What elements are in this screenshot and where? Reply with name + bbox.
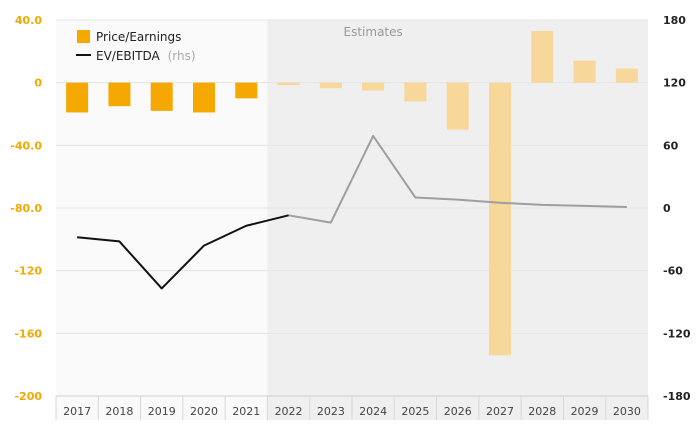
bar-price-earnings xyxy=(108,82,131,107)
x-axis-tick-label: 2030 xyxy=(613,405,641,418)
right-axis-tick-label: -120 xyxy=(663,327,691,340)
x-axis-tick-label: 2021 xyxy=(232,405,260,418)
x-axis-tick-label: 2023 xyxy=(317,405,345,418)
left-axis-tick-label: 0 xyxy=(34,77,42,90)
right-axis-tick-label: 180 xyxy=(663,14,686,27)
x-axis-tick-label: 2024 xyxy=(359,405,387,418)
left-axis-tick-label: -160 xyxy=(14,327,42,340)
left-axis-tick-label: -200 xyxy=(14,390,42,403)
x-axis-tick-label: 2019 xyxy=(148,405,176,418)
left-axis-tick-label: -40.0 xyxy=(10,139,42,152)
bar-price-earnings xyxy=(362,82,385,91)
estimates-label: Estimates xyxy=(344,25,403,39)
ev-ebitda-line-estimates xyxy=(288,134,627,224)
legend-label-price-earnings: Price/Earnings xyxy=(96,30,181,44)
x-axis-tick-label: 2028 xyxy=(528,405,556,418)
left-axis-tick-label: 40.0 xyxy=(15,14,42,27)
right-axis-ticks: 180 120 60 0 -60 -120 -180 xyxy=(663,14,691,403)
bar-price-earnings xyxy=(319,82,342,89)
bar-price-earnings xyxy=(531,30,554,83)
price-earnings-bars xyxy=(66,30,638,356)
bar-price-earnings xyxy=(404,82,427,102)
bar-price-earnings xyxy=(573,60,596,83)
right-axis-tick-label: 120 xyxy=(663,77,686,90)
x-axis-tick-label: 2022 xyxy=(275,405,303,418)
bar-price-earnings xyxy=(193,82,215,113)
x-axis-tick-label: 2029 xyxy=(571,405,599,418)
x-axis-tick-label: 2025 xyxy=(401,405,429,418)
bar-price-earnings xyxy=(66,82,89,113)
bar-price-earnings xyxy=(277,82,300,86)
ev-ebitda-line xyxy=(77,134,627,290)
legend-label-ev-ebitda: EV/EBITDA (rhs) xyxy=(96,49,196,63)
right-axis-tick-label: 60 xyxy=(663,139,679,152)
x-axis-tick-label: 2026 xyxy=(444,405,472,418)
right-axis-tick-label: -180 xyxy=(663,390,691,403)
x-axis: 2017 2018 2019 2020 2021 2022 2023 2024 2025 2026… xyxy=(55,395,649,420)
bar-price-earnings xyxy=(446,82,469,130)
left-axis-ticks: 40.0 0 -40.0 -80.0 -120 -160 -200 xyxy=(10,14,42,403)
legend-label-ev-ebitda-name: EV/EBITDA xyxy=(96,49,161,63)
x-axis-tick-label: 2020 xyxy=(190,405,218,418)
left-axis-tick-label: -80.0 xyxy=(10,202,42,215)
legend-label-ev-ebitda-suffix: (rhs) xyxy=(168,49,196,63)
legend: Price/Earnings EV/EBITDA (rhs) xyxy=(76,30,196,63)
right-axis-tick-label: -60 xyxy=(663,265,683,278)
left-axis-tick-label: -120 xyxy=(14,265,42,278)
right-axis-tick-label: 0 xyxy=(663,202,671,215)
ev-ebitda-line-actual xyxy=(77,214,289,290)
bar-price-earnings xyxy=(235,82,258,99)
bar-price-earnings xyxy=(150,82,173,111)
x-axis-tick-label: 2018 xyxy=(105,405,133,418)
x-axis-tick-label: 2027 xyxy=(486,405,514,418)
bar-price-earnings xyxy=(489,82,511,356)
bar-price-earnings xyxy=(615,68,638,83)
x-axis-tick-label: 2017 xyxy=(63,405,91,418)
legend-swatch-price-earnings xyxy=(77,30,90,43)
